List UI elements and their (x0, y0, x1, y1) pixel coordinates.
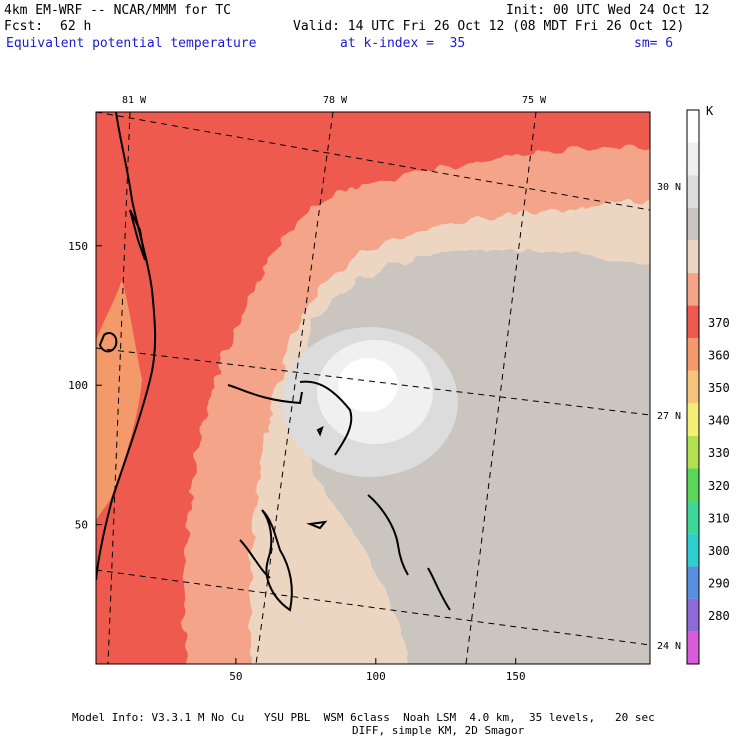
model-info: Model Info: V3.3.1 M No Cu YSU PBL WSM 6… (72, 711, 655, 724)
colorbar-level-label: 360 (708, 348, 730, 362)
y-tick-label: 150 (68, 240, 88, 253)
x-tick-label: 50 (229, 670, 242, 683)
colorbar-units: K (706, 104, 714, 118)
eleuthera (367, 494, 409, 576)
berry-islands (239, 539, 271, 579)
bimini (316, 426, 324, 437)
lon-78w (255, 112, 334, 664)
forecast-hour: 62 h (60, 19, 92, 34)
colorbar-swatch (687, 240, 699, 273)
model-diffusion: DIFF, simple KM, 2D Smagor (352, 724, 525, 737)
colorbar-swatch (687, 370, 699, 404)
model-title: 4km EM-WRF -- NCAR/MMM for TC (4, 3, 231, 18)
colorbar-swatch (687, 272, 699, 306)
colorbar-swatch (687, 175, 699, 208)
colorbar-level-label: 370 (708, 316, 730, 330)
abaco (299, 380, 353, 456)
x-tick-label: 150 (506, 670, 526, 683)
lon-label-75w: 75 W (522, 95, 547, 106)
lat-label-24n: 24 N (657, 641, 681, 652)
colorbar-swatch (687, 501, 699, 534)
colorbar-swatch (687, 631, 699, 664)
lon-81w (107, 112, 131, 664)
lat-24n (96, 569, 650, 646)
colorbar-level-label: 350 (708, 381, 730, 395)
lat-label-27n: 27 N (657, 411, 681, 422)
colorbar-swatch (687, 533, 699, 567)
colorbar-level-label: 330 (708, 446, 730, 460)
colorbar-level-label: 320 (708, 479, 730, 493)
colorbar-level-label: 300 (708, 544, 730, 558)
axis-ticks: 50 100 150 50 100 150 (68, 240, 526, 683)
init-time: Init: 00 UTC Wed 24 Oct 12 (506, 3, 710, 18)
colorbar: 280 290 300 310 320 330 340 350 360 370 (686, 109, 730, 665)
lat-27n (96, 347, 650, 416)
y-tick-label: 50 (75, 519, 88, 532)
florida-east-coast (96, 112, 157, 581)
valid-time: Valid: 14 UTC Fri 26 Oct 12 (08 MDT Fri … (293, 19, 685, 34)
lon-75w (465, 112, 537, 664)
lat-label-30n: 30 N (657, 182, 681, 193)
colorbar-level-label: 310 (708, 511, 730, 525)
colorbar-swatch (687, 207, 699, 241)
colorbar-swatch (687, 566, 699, 599)
grand-bahama (227, 384, 303, 405)
colorbar-frame (686, 109, 700, 665)
lat-30n (96, 112, 650, 211)
colorbar-swatch (687, 142, 699, 176)
colorbar-swatch (687, 403, 699, 436)
colorbar-swatch (687, 110, 699, 143)
colorbar-level-label: 340 (708, 414, 730, 428)
plot-frame (95, 111, 651, 665)
cape-canaveral (129, 209, 146, 261)
new-providence (306, 520, 328, 530)
colorbar-level-label: 290 (708, 577, 730, 591)
coastlines (96, 112, 451, 612)
graticule (96, 112, 650, 664)
smoothing-label: sm= 6 (634, 36, 674, 51)
field-name: Equivalent potential temperature (6, 36, 257, 51)
colorbar-swatch (687, 305, 699, 339)
colorbar-level-label: 280 (708, 609, 730, 623)
y-tick-label: 100 (68, 379, 88, 392)
level-label: at k-index = 35 (340, 36, 466, 51)
forecast-label: Fcst: (4, 19, 44, 34)
andros (261, 509, 293, 612)
colorbar-swatch (687, 468, 699, 502)
lon-label-81w: 81 W (122, 95, 147, 106)
x-tick-label: 100 (366, 670, 386, 683)
colorbar-swatch (687, 435, 699, 469)
theta-e-field (96, 112, 650, 664)
colorbar-swatch (687, 598, 699, 632)
lon-label-78w: 78 W (323, 95, 348, 106)
eye-370 (338, 358, 398, 412)
exuma-chain (427, 567, 451, 611)
colorbar-swatch (687, 338, 699, 371)
